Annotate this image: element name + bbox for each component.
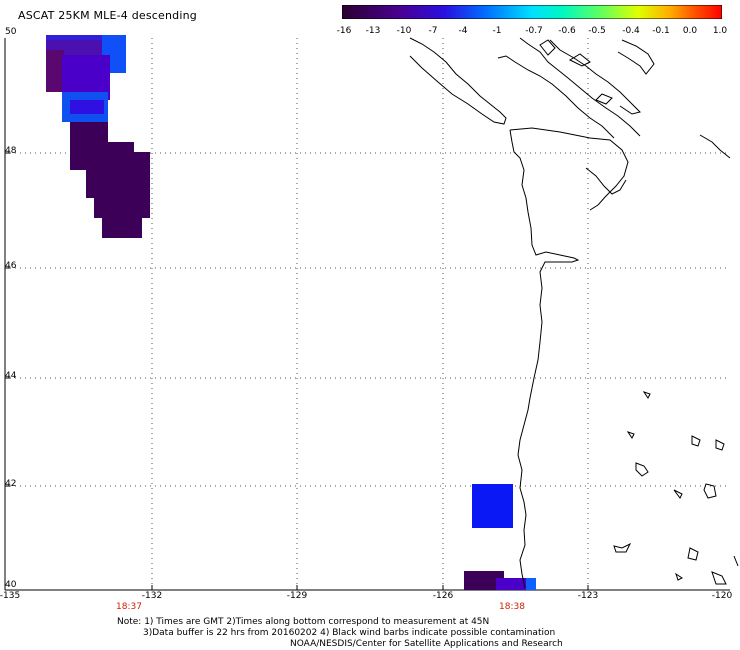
note-line-1: Note: 1) Times are GMT 2)Times along bot…	[117, 617, 490, 627]
colorbar-label: -0.5	[588, 26, 606, 36]
time-label-1838: 18:38	[499, 602, 525, 612]
swath-cell	[70, 122, 108, 142]
lon-label-129: -129	[286, 591, 308, 601]
lat-label-46: 46	[5, 261, 17, 271]
coastline	[409, 37, 739, 589]
colorbar-label: -0.1	[652, 26, 670, 36]
colorbar-label: -1	[492, 26, 502, 36]
lat-label-44: 44	[5, 371, 17, 381]
lon-label-135: -135	[0, 591, 21, 601]
swath-cell	[472, 484, 513, 528]
swath-cell	[46, 50, 64, 92]
time-label-1837: 18:37	[116, 602, 142, 612]
swath-cell	[102, 216, 142, 238]
lat-label-42: 42	[5, 479, 17, 489]
swath-cell	[496, 578, 530, 590]
swath-cell	[94, 196, 150, 218]
colorbar-label: -0.7	[525, 26, 543, 36]
longitude-gridlines	[151, 38, 589, 590]
lat-label-48: 48	[5, 146, 17, 156]
colorbar-label: -10	[396, 26, 412, 36]
lat-label-40: 40	[5, 580, 17, 590]
swath-cell	[464, 571, 504, 590]
lon-label-132: -132	[141, 591, 163, 601]
lat-label-50: 50	[5, 27, 17, 37]
swath-cell	[526, 578, 536, 590]
colorbar-label: 1.0	[712, 26, 728, 36]
swath-cell	[86, 152, 150, 198]
lon-label-126: -126	[432, 591, 454, 601]
map-title: ASCAT 25KM MLE-4 descending	[18, 9, 197, 22]
note-line-2: 3)Data buffer is 22 hrs from 20160202 4)…	[143, 628, 556, 638]
lon-label-120: -120	[711, 591, 733, 601]
colorbar-label: -0.4	[622, 26, 640, 36]
colorbar-label: -13	[365, 26, 381, 36]
note-line-3: NOAA/NESDIS/Center for Satellite Applica…	[290, 639, 563, 649]
colorbar-label: -7	[428, 26, 438, 36]
colorbar	[342, 5, 722, 19]
swath-cell	[70, 100, 104, 114]
colorbar-label: -4	[458, 26, 468, 36]
lon-label-123: -123	[577, 591, 599, 601]
colorbar-label: -0.6	[558, 26, 576, 36]
colorbar-label: 0.0	[682, 26, 698, 36]
colorbar-label: -16	[336, 26, 352, 36]
swath-data	[46, 35, 536, 590]
